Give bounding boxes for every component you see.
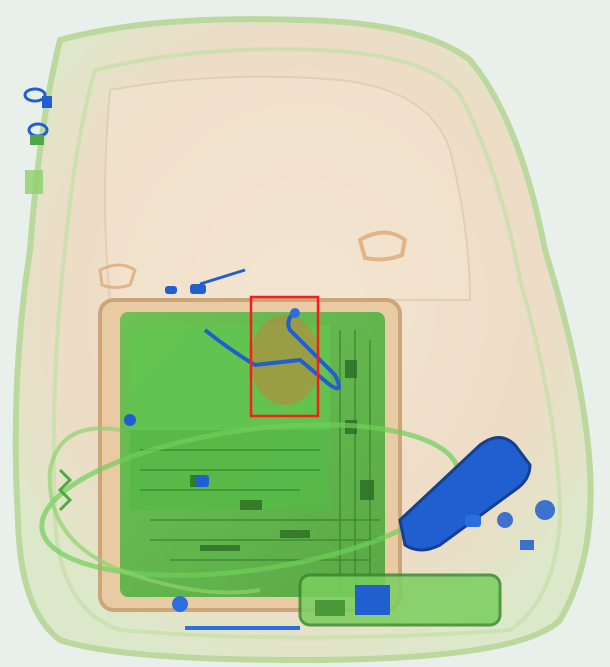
detection-box: [249, 295, 320, 418]
bag-top-panel: [104, 75, 472, 301]
coil: [315, 600, 345, 616]
small-metal-items: [124, 268, 246, 487]
battery-cell: [355, 585, 390, 615]
bag-inner-seam: [51, 47, 563, 640]
left-cable: [47, 426, 261, 595]
spring: [57, 468, 73, 512]
bag-loop: [98, 263, 137, 289]
metal-flashlight: [398, 436, 532, 552]
zipper-pulls: [23, 87, 52, 194]
battery-pack: [298, 573, 502, 627]
metal-wire-object: [203, 310, 341, 391]
metal-clips: [497, 500, 555, 550]
bottom-round: [172, 596, 188, 612]
bag-handle: [357, 230, 408, 262]
